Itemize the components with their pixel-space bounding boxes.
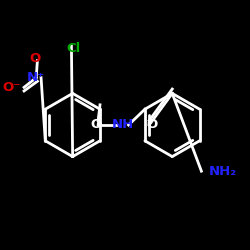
Text: O⁻: O⁻ bbox=[2, 81, 21, 94]
Text: NH: NH bbox=[111, 118, 134, 132]
Text: O: O bbox=[29, 52, 40, 65]
Text: O: O bbox=[90, 118, 101, 132]
Text: NH₂: NH₂ bbox=[209, 165, 237, 178]
Text: O: O bbox=[146, 118, 157, 132]
Text: Cl: Cl bbox=[67, 42, 81, 55]
Text: N⁺: N⁺ bbox=[27, 71, 45, 84]
